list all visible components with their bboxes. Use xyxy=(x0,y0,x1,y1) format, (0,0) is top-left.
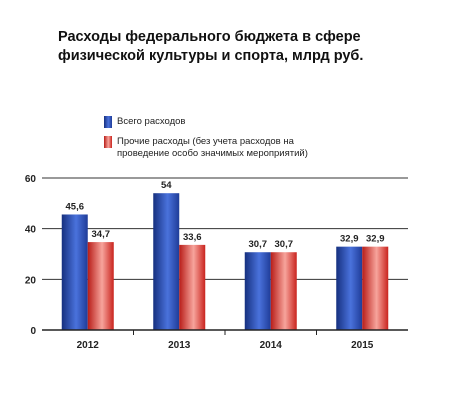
legend-swatch-total xyxy=(104,116,112,128)
bar-total-2015 xyxy=(336,246,363,330)
chart-title-line-1: Расходы федерального бюджета в сфере xyxy=(58,29,361,45)
bar-other-2013 xyxy=(179,244,206,330)
legend-label-total: Всего расходов xyxy=(117,116,186,127)
legend-label-other-line-2: проведение особо значимых мероприятий) xyxy=(117,148,308,159)
data-label-other-2012: 34,7 xyxy=(92,229,111,240)
legend-swatch-other xyxy=(104,136,112,148)
legend: Всего расходов Прочие расходы (без учета… xyxy=(104,116,454,160)
bar-other-2014 xyxy=(270,252,297,330)
chart-title-line-2: физической культуры и спорта, млрд руб. xyxy=(58,48,364,64)
y-tick-label-20: 20 xyxy=(25,275,37,286)
y-tick-label-60: 60 xyxy=(25,174,37,185)
x-axis: 2012 2013 2014 2015 xyxy=(42,329,408,351)
x-tick-label-2012: 2012 xyxy=(77,340,100,351)
x-tick-label-2013: 2013 xyxy=(168,340,191,351)
bar-total-2013 xyxy=(153,193,180,330)
chart-title: Расходы федерального бюджета в сфере физ… xyxy=(58,28,458,66)
y-axis-ticks: 0 20 40 60 xyxy=(25,174,37,337)
data-label-total-2015: 32,9 xyxy=(340,234,359,245)
x-tick-label-2014: 2014 xyxy=(260,340,283,351)
data-label-other-2014: 30,7 xyxy=(275,239,294,250)
legend-item-total: Всего расходов xyxy=(104,116,454,128)
data-label-total-2013: 54 xyxy=(161,180,172,191)
bar-other-2012 xyxy=(87,242,114,330)
bar-total-2014 xyxy=(244,252,271,330)
bars: 45,6 34,7 54 33,6 30,7 30,7 32,9 32,9 xyxy=(61,180,389,330)
legend-label-other: Прочие расходы (без учета расходов на пр… xyxy=(117,136,308,160)
data-label-other-2013: 33,6 xyxy=(183,232,202,243)
y-tick-label-0: 0 xyxy=(30,326,36,337)
bar-total-2012 xyxy=(61,214,88,330)
data-label-other-2015: 32,9 xyxy=(366,234,385,245)
data-label-total-2014: 30,7 xyxy=(249,239,268,250)
x-tick-label-2015: 2015 xyxy=(351,340,374,351)
y-tick-label-40: 40 xyxy=(25,225,37,236)
data-label-total-2012: 45,6 xyxy=(66,201,85,212)
bar-other-2015 xyxy=(362,246,389,330)
legend-item-other: Прочие расходы (без учета расходов на пр… xyxy=(104,136,454,160)
legend-label-other-line-1: Прочие расходы (без учета расходов на xyxy=(117,136,294,147)
